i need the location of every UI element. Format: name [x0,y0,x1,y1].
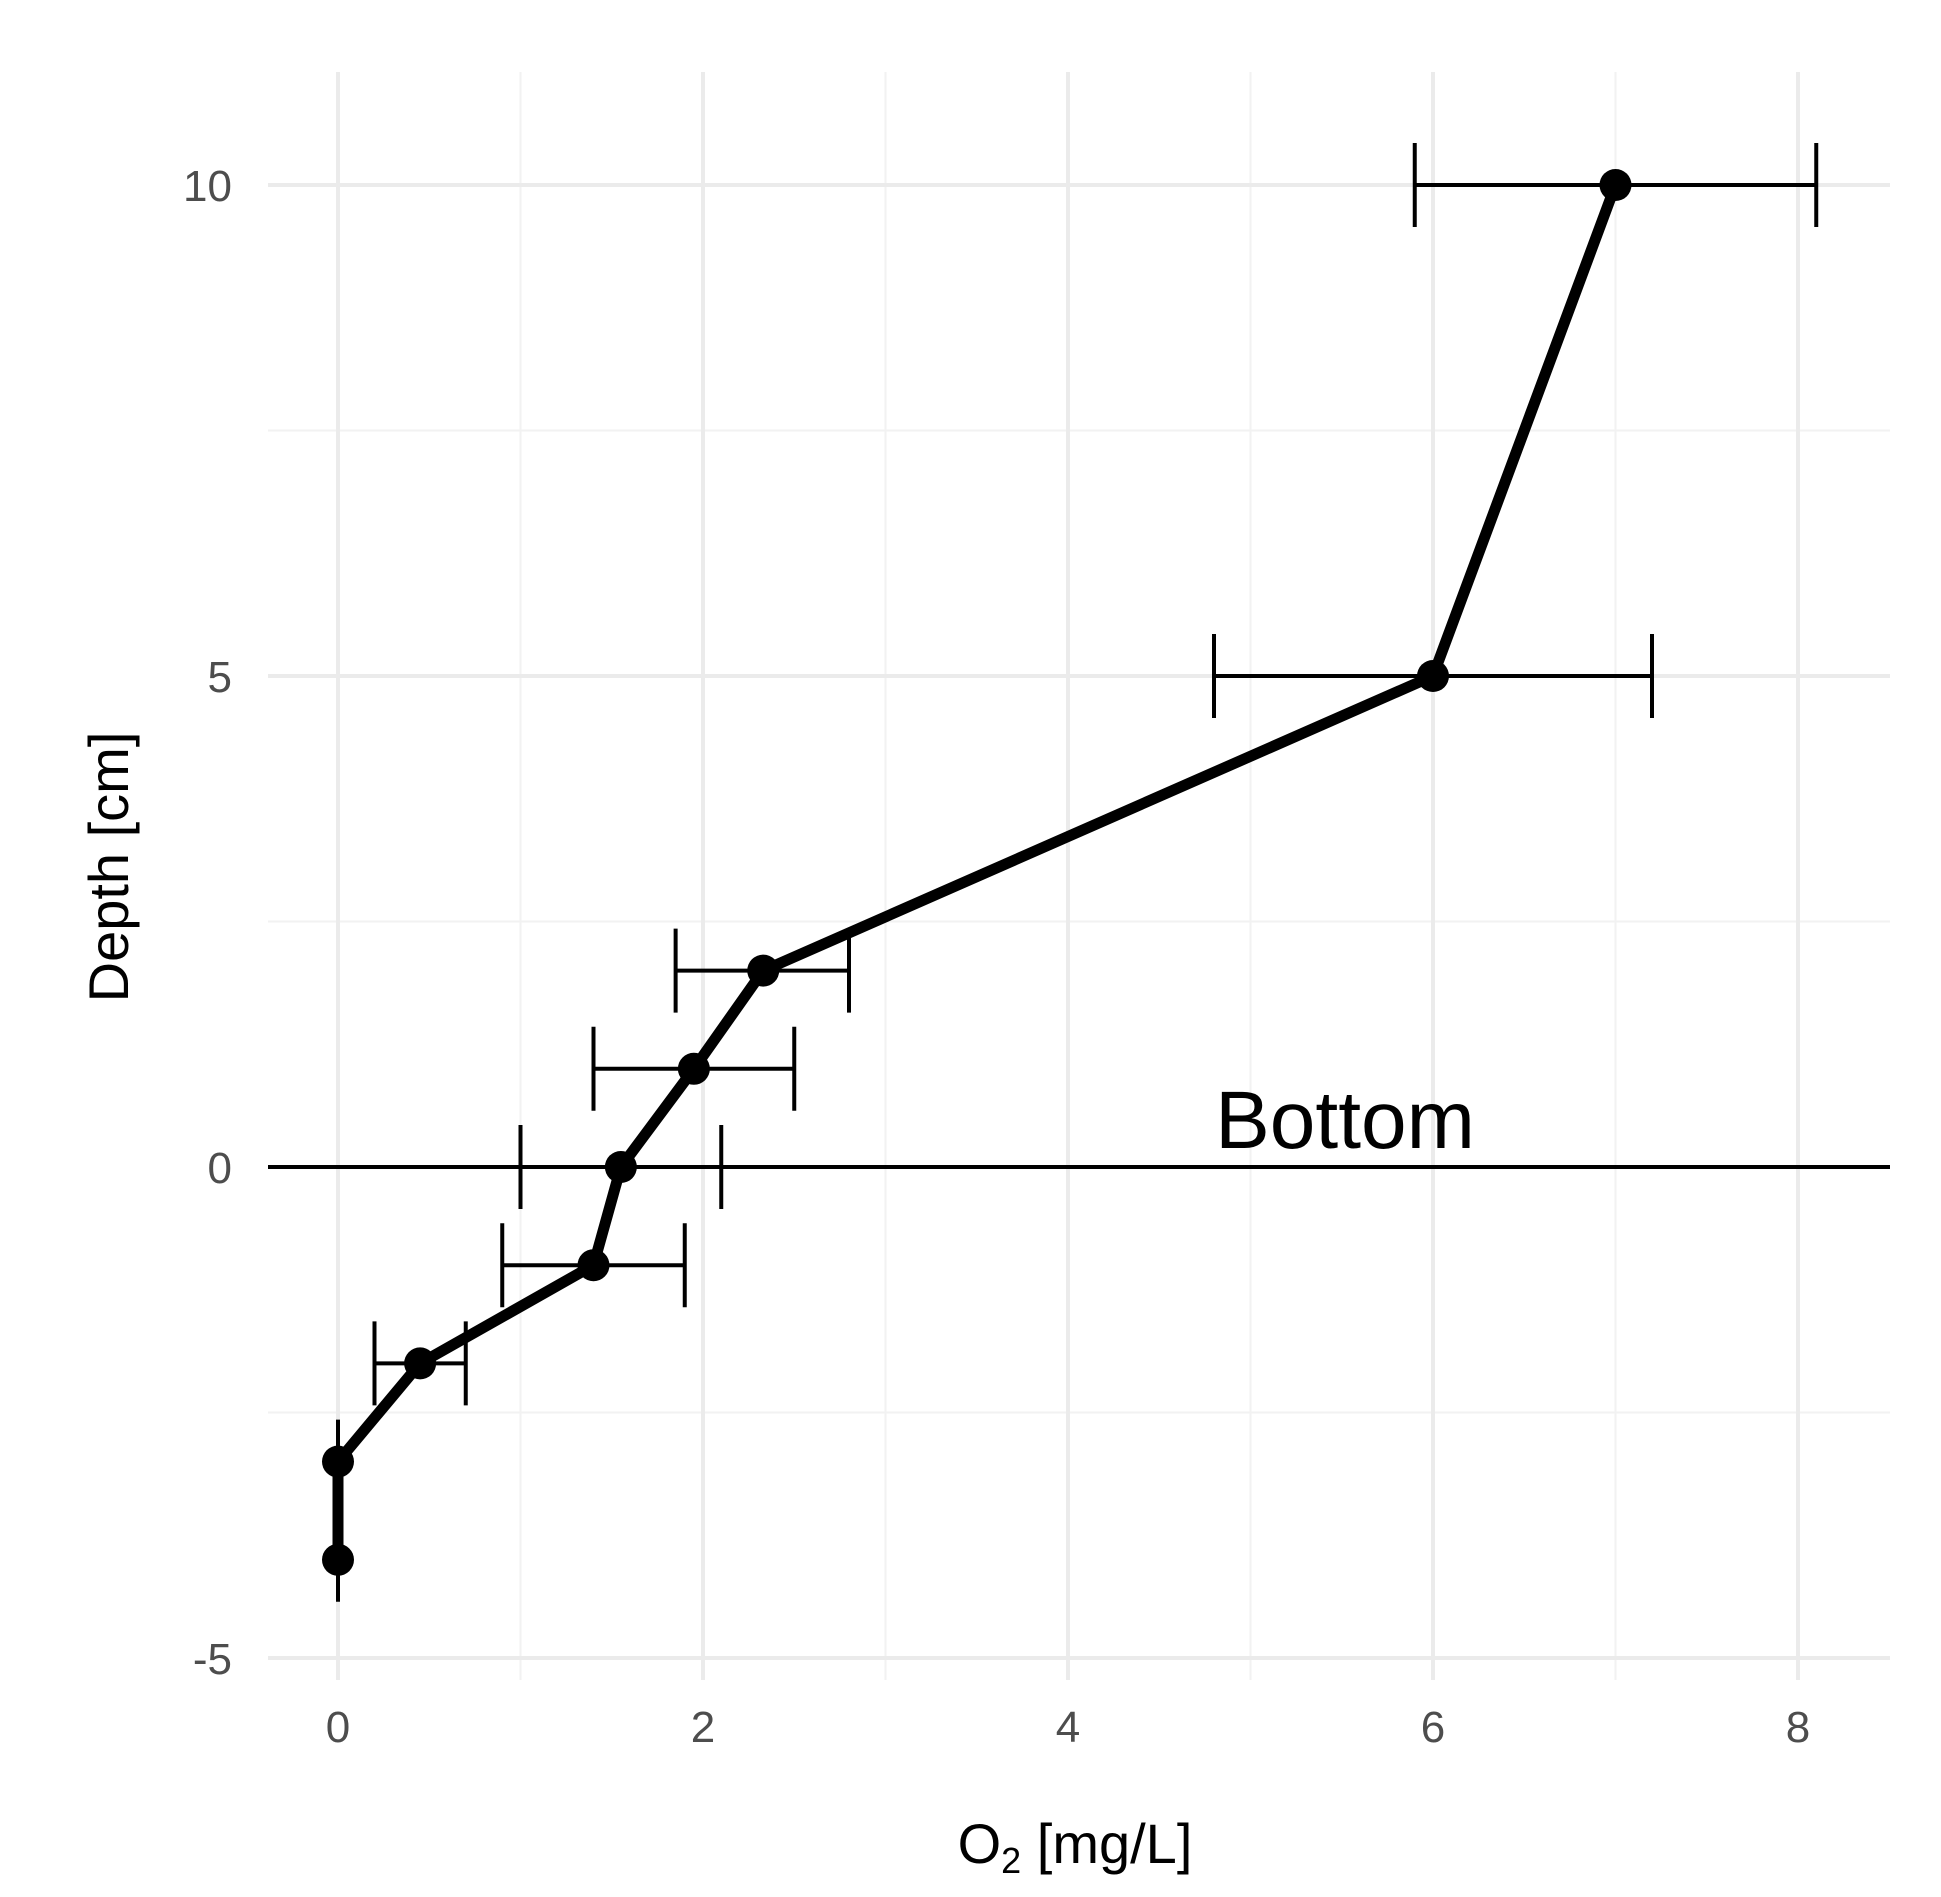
data-points [322,169,1632,1576]
data-point [1599,169,1632,201]
y-tick-label: -5 [193,1635,232,1684]
x-axis-title: O2 [mg/L] [958,1812,1193,1881]
x-tick-label: 6 [1421,1703,1445,1752]
x-tick-label: 2 [691,1703,715,1752]
data-point [577,1249,610,1282]
grid [268,72,1890,1680]
series-line [332,179,1621,1566]
data-point [1417,660,1449,692]
data-point [404,1347,437,1380]
data-point [322,1543,354,1576]
data-point [747,954,780,987]
y-axis-ticks: -5 0 5 10 [183,162,232,1684]
y-axis-title: Depth [cm] [77,732,140,1003]
data-point [604,1151,637,1183]
y-tick-label: 0 [208,1144,232,1193]
data-point [322,1445,354,1478]
y-tick-label: 10 [183,162,232,211]
bottom-label: Bottom [1215,1075,1475,1166]
series-path [332,179,1621,1566]
x-tick-label: 0 [326,1703,350,1752]
data-point [677,1052,710,1085]
y-tick-label: 5 [208,653,232,702]
x-tick-label: 8 [1786,1703,1810,1752]
error-bars [336,143,1819,1602]
x-tick-label: 4 [1056,1703,1080,1752]
x-axis-ticks: 0 2 4 6 8 [326,1703,1810,1752]
